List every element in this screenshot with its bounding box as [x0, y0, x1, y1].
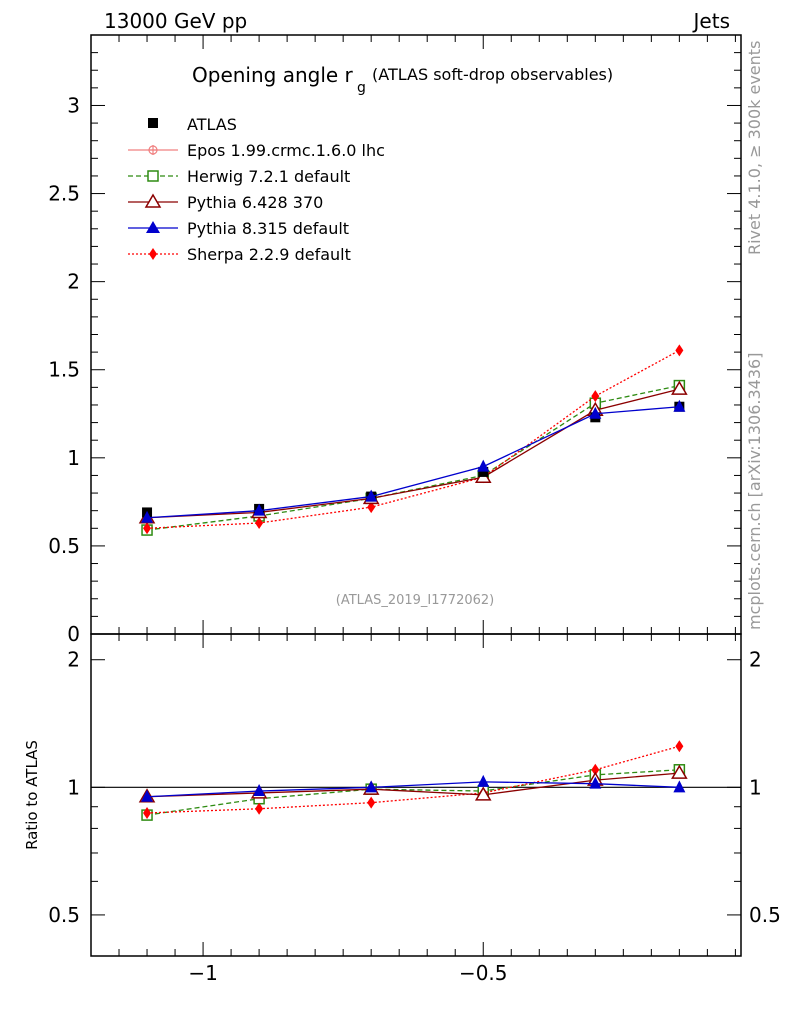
- ratio-series-pythia-8-315-default: [141, 774, 686, 802]
- main-point-sherpa-2-2-9-default: [143, 522, 152, 535]
- ratio-point-sherpa-2-2-9-default: [367, 796, 376, 809]
- main-ytick-label: 2.5: [48, 182, 80, 206]
- ratio-ylabel: Ratio to ATLAS: [23, 740, 41, 850]
- main-point-pythia-8-315-default: [141, 510, 154, 523]
- main-title: Opening angle r: [192, 63, 354, 87]
- main-ytick-label: 3: [67, 93, 80, 117]
- ratio-panel-frame: [90, 633, 742, 957]
- ratio-point-sherpa-2-2-9-default: [143, 806, 152, 819]
- ratio-ytick-label: 0.5: [48, 903, 80, 927]
- ratio-point-pythia-8-315-default: [589, 776, 602, 789]
- legend-epos-label: Epos 1.99.crmc.1.6.0 lhc: [187, 141, 385, 160]
- main-point-pythia-8-315-default: [253, 503, 266, 516]
- main-series-pythia-8-315-default: [141, 399, 686, 523]
- legend-pythia8-label: Pythia 8.315 default: [187, 219, 349, 238]
- ratio-ytick-label-right: 1: [749, 775, 762, 799]
- ratio-ytick-label: 2: [67, 648, 80, 672]
- header-left: 13000 GeV pp: [104, 9, 247, 33]
- main-point-pythia-8-315-default: [673, 399, 686, 412]
- ratio-point-pythia-8-315-default: [141, 789, 154, 802]
- legend-pythia6-marker: [144, 193, 162, 208]
- main-line-herwig-7-2-1-default: [146, 384, 680, 531]
- ratio-ytick-label: 1: [67, 775, 80, 799]
- main-series-herwig-7-2-1-default: [141, 379, 686, 536]
- ratio-line-sherpa-2-2-9-default: [147, 745, 680, 814]
- ratio-point-pythia-6-428-370: [474, 786, 492, 801]
- legend-atlas-marker: [148, 118, 158, 128]
- ratio-point-pythia-6-428-370: [671, 764, 688, 779]
- ratio-line-pythia-8-315-default: [147, 781, 680, 798]
- legend-herwig-marker: [147, 170, 159, 182]
- main-line-sherpa-2-2-9-default: [147, 349, 680, 529]
- main-line-pythia-8-315-default: [146, 406, 680, 519]
- main-point-pythia-8-315-default: [477, 459, 490, 472]
- main-series-sherpa-2-2-9-default: [143, 344, 684, 535]
- main-ytick-label: 0.5: [48, 534, 80, 558]
- rivet-label: Rivet 4.1.0, ≥ 300k events: [745, 41, 764, 255]
- xtick-label: −0.5: [459, 961, 508, 985]
- legend-atlas-label: ATLAS: [187, 115, 237, 134]
- legend-pythia6-label: Pythia 6.428 370: [187, 193, 323, 212]
- header-right: Jets: [692, 9, 730, 33]
- ratio-ytick-label-right: 2: [749, 648, 762, 672]
- ratio-point-pythia-8-315-default: [477, 774, 490, 787]
- main-ytick-label: 1.5: [48, 358, 80, 382]
- main-point-atlas: [478, 466, 489, 477]
- main-point-pythia-8-315-default: [365, 489, 378, 502]
- ratio-point-pythia-8-315-default: [253, 784, 266, 797]
- legend-sherpa-label: Sherpa 2.2.9 default: [187, 245, 351, 264]
- ratio-point-sherpa-2-2-9-default: [255, 802, 264, 815]
- main-point-sherpa-2-2-9-default: [367, 501, 376, 514]
- legend-herwig-label: Herwig 7.2.1 default: [187, 167, 350, 186]
- ratio-point-sherpa-2-2-9-default: [675, 740, 684, 753]
- legend-sherpa-marker: [149, 248, 157, 260]
- ratio-point-pythia-8-315-default: [673, 780, 686, 793]
- main-point-sherpa-2-2-9-default: [255, 517, 264, 530]
- analysis-watermark: (ATLAS_2019_I1772062): [336, 593, 494, 608]
- main-point-sherpa-2-2-9-default: [675, 344, 684, 357]
- main-point-sherpa-2-2-9-default: [591, 390, 600, 403]
- main-ytick-label: 1: [67, 446, 80, 470]
- xtick-label: −1: [188, 961, 217, 985]
- main-series-atlas: [142, 401, 685, 518]
- ratio-point-sherpa-2-2-9-default: [591, 763, 600, 776]
- main-point-pythia-6-428-370: [671, 380, 688, 395]
- ratio-point-pythia-8-315-default: [365, 780, 378, 793]
- main-point-pythia-8-315-default: [589, 406, 602, 419]
- legend: ATLAS Epos 1.99.crmc.1.6.0 lhc Herwig 7.…: [128, 115, 385, 264]
- ratio-ytick-label-right: 0.5: [749, 903, 781, 927]
- main-ytick-label: 0: [67, 622, 80, 646]
- main-title-paren: (ATLAS soft-drop observables): [372, 65, 613, 84]
- main-line-pythia-6-428-370: [147, 388, 680, 519]
- main-series-pythia-6-428-370: [138, 380, 688, 524]
- ratio-line-pythia-6-428-370: [147, 772, 680, 798]
- mcplots-label: mcplots.cern.ch [arXiv:1306.3436]: [745, 353, 764, 630]
- main-ytick-label: 2: [67, 270, 80, 294]
- legend-pythia8-marker: [146, 221, 160, 233]
- legend-epos-marker: [148, 145, 158, 155]
- ratio-line-herwig-7-2-1-default: [146, 769, 680, 816]
- main-title-subscript: g: [357, 80, 366, 96]
